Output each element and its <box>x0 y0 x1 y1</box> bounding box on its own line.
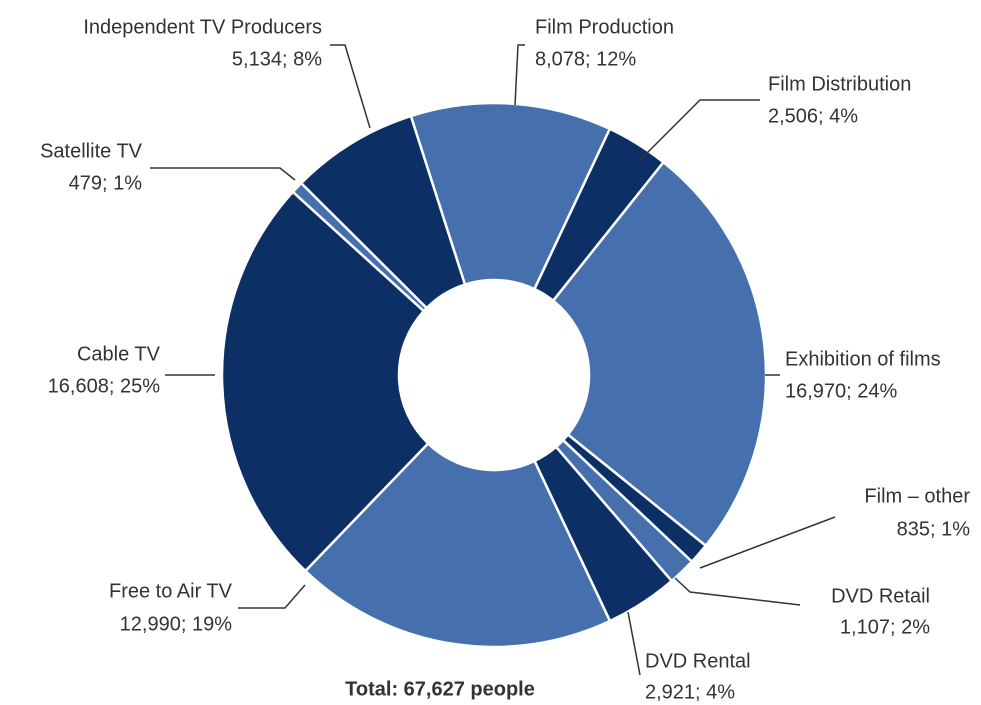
value-label: 16,608; 25% <box>48 375 161 397</box>
value-label: 2,921; 4% <box>645 681 735 703</box>
donut-slice <box>551 160 768 548</box>
donut-slice <box>220 190 430 573</box>
slice-label: Exhibition of films <box>785 348 941 370</box>
slice-label: Film – other <box>864 485 970 507</box>
value-label: 12,990; 19% <box>120 613 233 635</box>
donut-slice <box>303 441 612 649</box>
slice-label: Satellite TV <box>40 140 143 162</box>
value-label: 1,107; 2% <box>840 616 930 638</box>
slice-label: Film Production <box>535 16 674 38</box>
slice-label: DVD Retail <box>831 585 930 607</box>
leader-line <box>627 611 641 676</box>
value-label: 2,506; 4% <box>768 105 858 127</box>
leader-line <box>514 44 525 106</box>
slice-label: DVD Rental <box>645 650 751 672</box>
donut-slice <box>299 114 467 310</box>
leader-line <box>639 99 760 161</box>
slice-label: Cable TV <box>77 343 161 365</box>
total-label: Total: 67,627 people <box>345 678 535 700</box>
leader-line <box>150 167 296 181</box>
leader-line <box>330 44 371 129</box>
value-label: 835; 1% <box>897 518 971 540</box>
slice-label: Film Distribution <box>768 73 911 95</box>
slice-label: Free to Air TV <box>109 580 233 602</box>
value-label: 5,134; 8% <box>232 48 322 70</box>
leader-line <box>699 516 836 569</box>
value-label: 8,078; 12% <box>535 48 636 70</box>
leader-line <box>674 577 801 606</box>
slice-label: Independent TV Producers <box>83 16 322 38</box>
donut-slice <box>409 101 612 291</box>
leader-line <box>238 584 306 609</box>
value-label: 16,970; 24% <box>785 380 898 402</box>
value-label: 479; 1% <box>69 172 143 194</box>
